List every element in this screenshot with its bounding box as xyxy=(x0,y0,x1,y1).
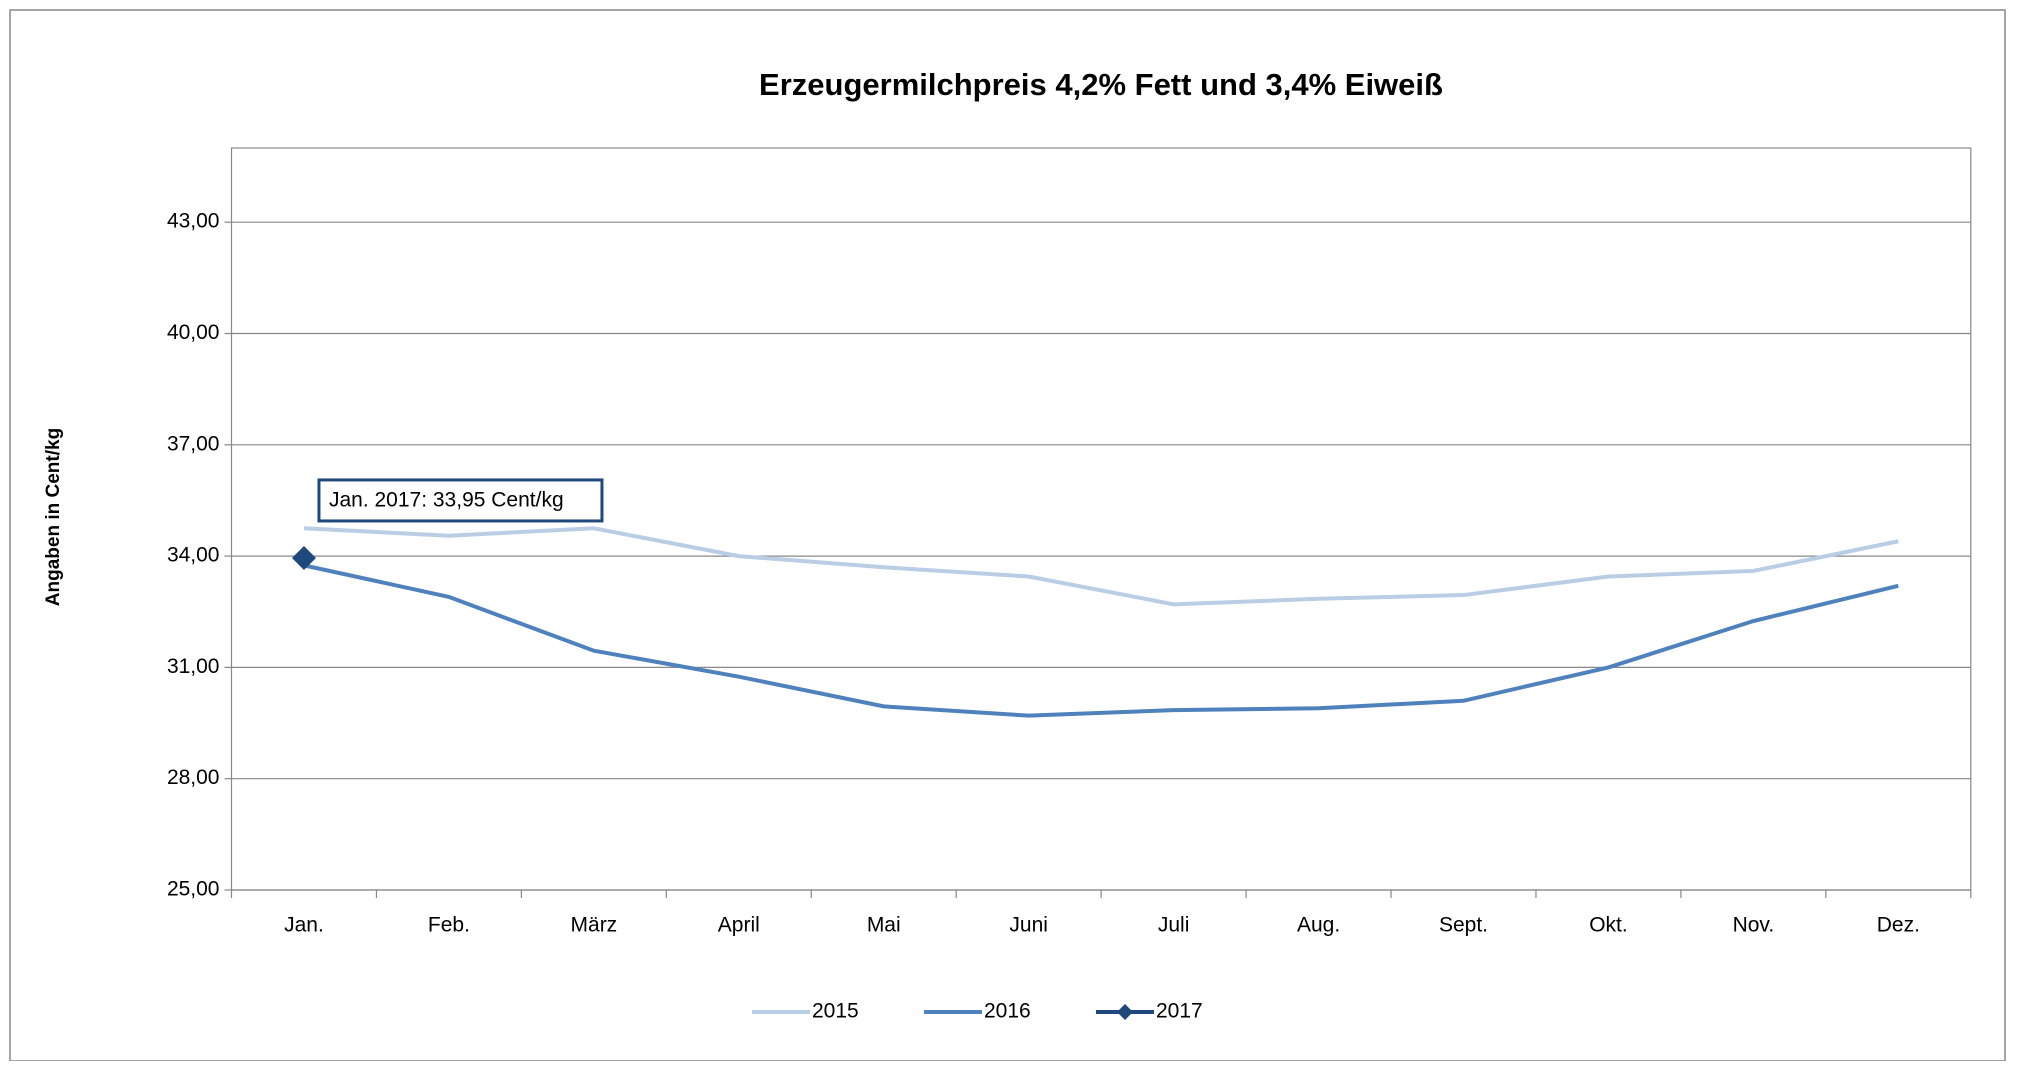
y-tick-label: 34,00 xyxy=(167,544,220,567)
series-line xyxy=(303,563,1899,718)
x-tick-label: Jan. xyxy=(284,914,324,937)
y-tick-label: 28,00 xyxy=(167,766,220,789)
chart-title: Erzeugermilchpreis 4,2% Fett und 3,4% Ei… xyxy=(759,67,1443,102)
point-marker xyxy=(291,545,316,570)
x-tick-label: Sept. xyxy=(1439,914,1488,937)
x-tick-label: Okt. xyxy=(1589,914,1628,937)
x-tick-label: Feb. xyxy=(428,914,470,937)
y-tick-label: 43,00 xyxy=(167,210,220,233)
x-tick-label: Nov. xyxy=(1733,914,1775,937)
x-tick-label: Dez. xyxy=(1877,914,1920,937)
y-tick-label: 25,00 xyxy=(167,878,220,901)
y-tick-label: 40,00 xyxy=(167,321,220,344)
x-tick-label: März xyxy=(571,914,618,937)
x-tick-label: April xyxy=(718,914,760,937)
series-line xyxy=(303,526,1899,607)
x-tick-label: Juni xyxy=(1009,914,1048,937)
legend-label: 2015 xyxy=(812,1000,859,1023)
x-tick-label: Juli xyxy=(1158,914,1190,937)
annotation: Jan. 2017: 33,95 Cent/kg xyxy=(329,489,564,512)
y-tick-label: 31,00 xyxy=(167,655,220,678)
y-axis-title: Angaben in Cent/kg xyxy=(43,428,64,606)
legend-label: 2017 xyxy=(1156,1000,1203,1023)
y-tick-label: 37,00 xyxy=(167,432,220,455)
chart-border xyxy=(9,9,2006,1062)
legend-marker xyxy=(1117,1004,1133,1020)
annotation-box xyxy=(317,478,604,523)
x-tick-label: Aug. xyxy=(1297,914,1340,937)
x-tick-label: Mai xyxy=(867,914,901,937)
legend-label: 2016 xyxy=(984,1000,1031,1023)
